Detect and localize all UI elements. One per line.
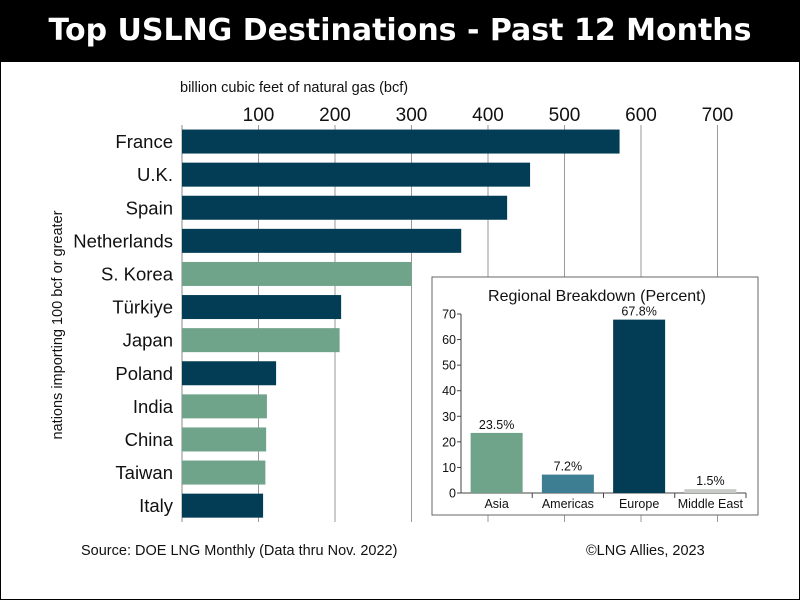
x-tick-label: 300 bbox=[396, 105, 428, 126]
inset-y-tick-label: 10 bbox=[442, 461, 456, 475]
bar-poland bbox=[182, 361, 277, 386]
inset-bar-middle-east bbox=[684, 489, 737, 493]
bar-s-korea bbox=[182, 261, 412, 286]
source-note: Source: DOE LNG Monthly (Data thru Nov. … bbox=[81, 543, 398, 559]
inset-y-tick-label: 70 bbox=[442, 308, 456, 322]
inset-bar-americas bbox=[541, 474, 594, 493]
bar-netherlands bbox=[182, 228, 462, 253]
bar-spain bbox=[182, 195, 508, 220]
bar-u-k bbox=[182, 162, 531, 187]
copyright-note: ©LNG Allies, 2023 bbox=[586, 543, 705, 559]
inset-bar-europe bbox=[613, 319, 666, 493]
category-label-china: China bbox=[125, 429, 174, 450]
inset-category-label-europe: Europe bbox=[619, 497, 659, 511]
inset-y-tick-label: 0 bbox=[449, 487, 456, 501]
category-label-france: France bbox=[115, 131, 173, 152]
inset-title: Regional Breakdown (Percent) bbox=[488, 288, 706, 305]
chart-title: Top USLNG Destinations - Past 12 Months bbox=[0, 0, 800, 62]
inset-y-tick-label: 20 bbox=[442, 435, 456, 449]
inset-category-label-middle-east: Middle East bbox=[678, 497, 744, 511]
x-tick-label: 700 bbox=[702, 105, 734, 126]
x-axis-label: billion cubic feet of natural gas (bcf) bbox=[180, 80, 408, 96]
inset-data-label-europe: 67.8% bbox=[621, 305, 656, 319]
category-label-u-k: U.K. bbox=[137, 164, 173, 185]
x-tick-label: 200 bbox=[319, 105, 351, 126]
category-label-taiwan: Taiwan bbox=[115, 462, 173, 483]
inset-category-label-americas: Americas bbox=[542, 497, 594, 511]
category-label-turkiye: Türkiye bbox=[112, 297, 173, 318]
category-label-italy: Italy bbox=[139, 495, 174, 516]
bar-turkiye bbox=[182, 295, 342, 320]
inset-data-label-asia: 23.5% bbox=[479, 418, 514, 432]
y-axis-label: nations importing 100 bcf or greater bbox=[50, 210, 66, 439]
x-tick-label: 400 bbox=[472, 105, 504, 126]
bar-india bbox=[182, 394, 267, 419]
bar-france bbox=[182, 129, 620, 154]
bar-japan bbox=[182, 328, 340, 353]
inset-y-tick-label: 60 bbox=[442, 333, 456, 347]
inset-y-tick-label: 50 bbox=[442, 359, 456, 373]
category-label-poland: Poland bbox=[115, 363, 173, 384]
bar-china bbox=[182, 427, 267, 452]
inset-category-label-asia: Asia bbox=[484, 497, 508, 511]
inset-y-tick-label: 40 bbox=[442, 384, 456, 398]
x-tick-label: 600 bbox=[625, 105, 657, 126]
bar-italy bbox=[182, 493, 264, 518]
inset-data-label-americas: 7.2% bbox=[554, 460, 583, 474]
regional-breakdown-chart: Regional Breakdown (Percent) 0 10 20 30 40 50 6… bbox=[431, 276, 759, 516]
bar-taiwan bbox=[182, 460, 266, 485]
category-label-netherlands: Netherlands bbox=[73, 230, 173, 251]
category-label-india: India bbox=[133, 396, 174, 417]
inset-bar-asia bbox=[470, 432, 523, 493]
inset-data-label-middle-east: 1.5% bbox=[696, 474, 725, 488]
x-tick-label: 500 bbox=[549, 105, 581, 126]
category-label-japan: Japan bbox=[123, 330, 173, 351]
category-label-s-korea: S. Korea bbox=[101, 263, 174, 284]
x-tick-label: 100 bbox=[243, 105, 275, 126]
inset-y-tick-label: 30 bbox=[442, 410, 456, 424]
category-label-spain: Spain bbox=[126, 197, 173, 218]
